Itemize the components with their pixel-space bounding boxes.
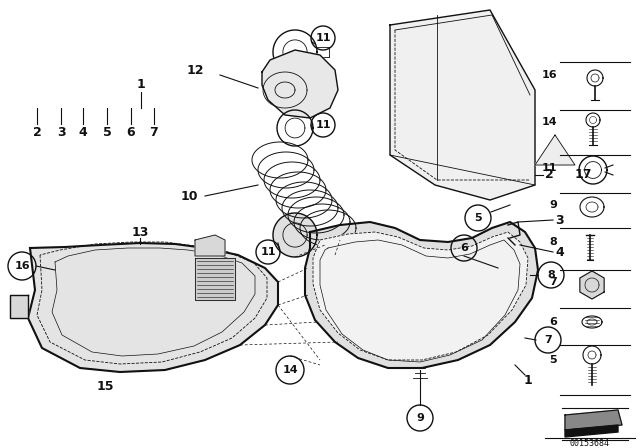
- Text: 12: 12: [186, 64, 204, 77]
- Text: 6: 6: [460, 243, 468, 253]
- Text: 16: 16: [14, 261, 30, 271]
- Text: 11: 11: [316, 33, 331, 43]
- Text: 2: 2: [33, 125, 42, 138]
- Polygon shape: [313, 232, 528, 360]
- Text: 8: 8: [547, 270, 555, 280]
- Polygon shape: [580, 271, 604, 299]
- Text: 10: 10: [180, 190, 198, 202]
- Text: 11: 11: [541, 163, 557, 173]
- Polygon shape: [565, 410, 622, 430]
- Text: 1: 1: [136, 78, 145, 90]
- Polygon shape: [195, 258, 235, 300]
- Text: 8: 8: [549, 237, 557, 247]
- Polygon shape: [262, 50, 338, 118]
- Text: 6: 6: [549, 317, 557, 327]
- Text: 6: 6: [127, 125, 135, 138]
- Text: 15: 15: [96, 379, 114, 392]
- Text: 9: 9: [416, 413, 424, 423]
- Text: 7: 7: [549, 277, 557, 287]
- Text: 7: 7: [150, 125, 158, 138]
- Text: 16: 16: [541, 70, 557, 80]
- Polygon shape: [390, 10, 535, 200]
- Text: 13: 13: [131, 225, 148, 238]
- Polygon shape: [28, 243, 278, 372]
- Text: 5: 5: [474, 213, 482, 223]
- Text: 00153684: 00153684: [570, 439, 610, 448]
- Text: 14: 14: [282, 365, 298, 375]
- Text: 9: 9: [549, 200, 557, 210]
- Text: 17: 17: [575, 168, 593, 181]
- Text: 5: 5: [102, 125, 111, 138]
- Text: 11: 11: [260, 247, 276, 257]
- Text: 4: 4: [555, 246, 564, 258]
- Text: 4: 4: [79, 125, 88, 138]
- Polygon shape: [535, 135, 575, 165]
- Polygon shape: [273, 213, 317, 257]
- Text: 3: 3: [57, 125, 65, 138]
- Text: 1: 1: [524, 374, 532, 387]
- Polygon shape: [305, 222, 538, 368]
- Text: 7: 7: [544, 335, 552, 345]
- Polygon shape: [565, 425, 618, 437]
- Text: 11: 11: [316, 120, 331, 130]
- Polygon shape: [10, 295, 28, 318]
- Text: 2: 2: [545, 168, 554, 181]
- Text: 14: 14: [541, 117, 557, 127]
- Text: 3: 3: [555, 214, 564, 227]
- Polygon shape: [195, 235, 225, 256]
- Text: 5: 5: [549, 355, 557, 365]
